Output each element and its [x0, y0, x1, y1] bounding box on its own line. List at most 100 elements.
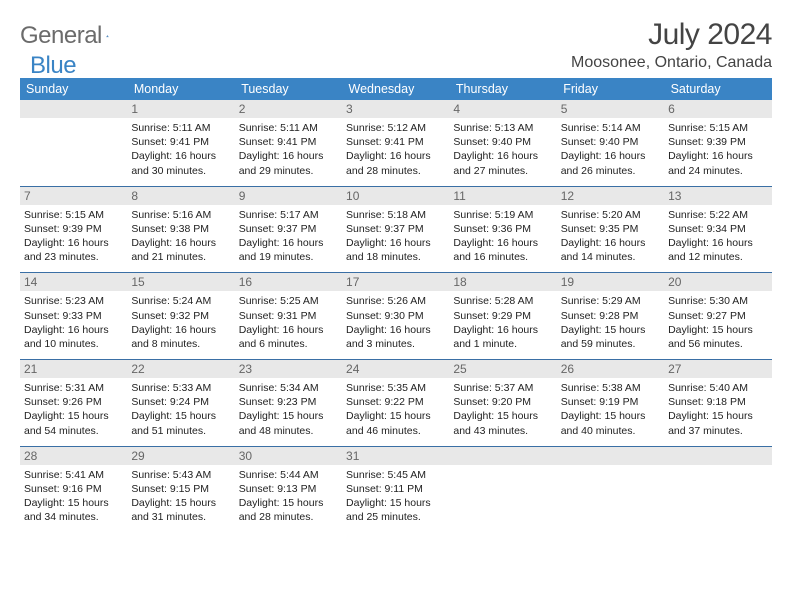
cell-line: and 16 minutes. [453, 250, 552, 264]
calendar-row: 28Sunrise: 5:41 AMSunset: 9:16 PMDayligh… [20, 446, 772, 532]
cell-line: Sunrise: 5:45 AM [346, 468, 445, 482]
weekday-header-row: SundayMondayTuesdayWednesdayThursdayFrid… [20, 78, 772, 100]
cell-line: Sunset: 9:11 PM [346, 482, 445, 496]
cell-line: Daylight: 15 hours [346, 409, 445, 423]
calendar-cell: 13Sunrise: 5:22 AMSunset: 9:34 PMDayligh… [664, 186, 771, 273]
day-number: 16 [235, 273, 342, 291]
day-number: 6 [664, 100, 771, 118]
calendar-cell: 31 Sunrise: 5:45 AMSunset: 9:11 PMDayligh… [342, 446, 449, 532]
cell-line: and 30 minutes. [131, 164, 230, 178]
cell-line: Sunset: 9:23 PM [239, 395, 338, 409]
title-block: July 2024 Moosonee, Ontario, Canada [571, 18, 772, 72]
cell-line: Sunrise: 5:23 AM [24, 294, 123, 308]
cell-line: Daylight: 16 hours [346, 323, 445, 337]
cell-line: Sunrise: 5:25 AM [239, 294, 338, 308]
calendar-cell: 25Sunrise: 5:37 AMSunset: 9:20 PMDayligh… [449, 360, 556, 447]
day-number: 24 [342, 360, 449, 378]
day-number: 31 [342, 447, 449, 465]
cell-line: Sunrise: 5:15 AM [668, 121, 767, 135]
calendar-row: 1Sunrise: 5:11 AMSunset: 9:41 PMDaylight… [20, 100, 772, 186]
cell-line: Daylight: 15 hours [668, 323, 767, 337]
day-number [449, 447, 556, 465]
cell-line: and 29 minutes. [239, 164, 338, 178]
cell-line: Daylight: 15 hours [346, 496, 445, 510]
cell-line: and 24 minutes. [668, 164, 767, 178]
cell-line: Sunset: 9:19 PM [561, 395, 660, 409]
day-number: 1 [127, 100, 234, 118]
cell-line: Sunrise: 5:14 AM [561, 121, 660, 135]
cell-line: Daylight: 15 hours [453, 409, 552, 423]
cell-line: Daylight: 16 hours [346, 149, 445, 163]
cell-line: Sunset: 9:40 PM [453, 135, 552, 149]
cell-line: Sunset: 9:35 PM [561, 222, 660, 236]
cell-line: Sunrise: 5:44 AM [239, 468, 338, 482]
cell-line: Sunset: 9:32 PM [131, 309, 230, 323]
calendar-cell [449, 446, 556, 532]
page-title: July 2024 [571, 18, 772, 52]
cell-line: Sunset: 9:40 PM [561, 135, 660, 149]
cell-line: Daylight: 15 hours [561, 323, 660, 337]
cell-line: and 31 minutes. [131, 510, 230, 524]
day-number [20, 100, 127, 118]
weekday-header: Saturday [664, 78, 771, 100]
calendar-row: 7Sunrise: 5:15 AMSunset: 9:39 PMDaylight… [20, 186, 772, 273]
cell-line: Daylight: 16 hours [453, 236, 552, 250]
day-number: 8 [127, 187, 234, 205]
day-number: 10 [342, 187, 449, 205]
calendar-cell: 28Sunrise: 5:41 AMSunset: 9:16 PMDayligh… [20, 446, 127, 532]
day-number: 14 [20, 273, 127, 291]
day-number: 17 [342, 273, 449, 291]
calendar-cell: 1Sunrise: 5:11 AMSunset: 9:41 PMDaylight… [127, 100, 234, 186]
day-number: 20 [664, 273, 771, 291]
cell-line: Daylight: 15 hours [561, 409, 660, 423]
cell-line: Sunrise: 5:41 AM [24, 468, 123, 482]
logo: General [20, 22, 128, 50]
cell-line: Sunset: 9:16 PM [24, 482, 123, 496]
cell-line: Sunrise: 5:28 AM [453, 294, 552, 308]
cell-line: Sunrise: 5:16 AM [131, 208, 230, 222]
cell-line: Daylight: 16 hours [561, 236, 660, 250]
cell-line: Sunset: 9:41 PM [239, 135, 338, 149]
weekday-header: Tuesday [235, 78, 342, 100]
cell-line: Daylight: 15 hours [239, 409, 338, 423]
cell-line: Sunset: 9:41 PM [346, 135, 445, 149]
cell-line: Sunrise: 5:38 AM [561, 381, 660, 395]
cell-line: Sunset: 9:39 PM [24, 222, 123, 236]
calendar-row: 21Sunrise: 5:31 AMSunset: 9:26 PMDayligh… [20, 360, 772, 447]
cell-line: Sunset: 9:29 PM [453, 309, 552, 323]
day-number: 5 [557, 100, 664, 118]
cell-line: Daylight: 15 hours [24, 496, 123, 510]
cell-line: Sunset: 9:34 PM [668, 222, 767, 236]
calendar-cell: 6Sunrise: 5:15 AMSunset: 9:39 PMDaylight… [664, 100, 771, 186]
cell-line: Daylight: 16 hours [453, 323, 552, 337]
cell-line: Sunrise: 5:12 AM [346, 121, 445, 135]
cell-line: Sunrise: 5:22 AM [668, 208, 767, 222]
cell-line: Daylight: 15 hours [24, 409, 123, 423]
cell-line: Daylight: 16 hours [453, 149, 552, 163]
calendar-cell: 3Sunrise: 5:12 AMSunset: 9:41 PMDaylight… [342, 100, 449, 186]
calendar-cell: 27Sunrise: 5:40 AMSunset: 9:18 PMDayligh… [664, 360, 771, 447]
weekday-header: Thursday [449, 78, 556, 100]
calendar-cell: 11Sunrise: 5:19 AMSunset: 9:36 PMDayligh… [449, 186, 556, 273]
cell-line: Sunset: 9:33 PM [24, 309, 123, 323]
cell-line: and 40 minutes. [561, 424, 660, 438]
day-number: 26 [557, 360, 664, 378]
day-number: 7 [20, 187, 127, 205]
cell-line: Sunset: 9:38 PM [131, 222, 230, 236]
cell-line: Daylight: 15 hours [131, 409, 230, 423]
cell-line: Sunrise: 5:43 AM [131, 468, 230, 482]
calendar-cell: 9Sunrise: 5:17 AMSunset: 9:37 PMDaylight… [235, 186, 342, 273]
day-number: 23 [235, 360, 342, 378]
cell-line: Sunrise: 5:24 AM [131, 294, 230, 308]
cell-line: Sunset: 9:13 PM [239, 482, 338, 496]
cell-line: Sunset: 9:39 PM [668, 135, 767, 149]
cell-line: Daylight: 16 hours [668, 236, 767, 250]
cell-line: and 56 minutes. [668, 337, 767, 351]
cell-line: Sunset: 9:15 PM [131, 482, 230, 496]
cell-line: and 27 minutes. [453, 164, 552, 178]
cell-line: and 51 minutes. [131, 424, 230, 438]
cell-line: Sunset: 9:30 PM [346, 309, 445, 323]
day-number: 30 [235, 447, 342, 465]
calendar-cell: 4Sunrise: 5:13 AMSunset: 9:40 PMDaylight… [449, 100, 556, 186]
cell-line: Sunrise: 5:30 AM [668, 294, 767, 308]
